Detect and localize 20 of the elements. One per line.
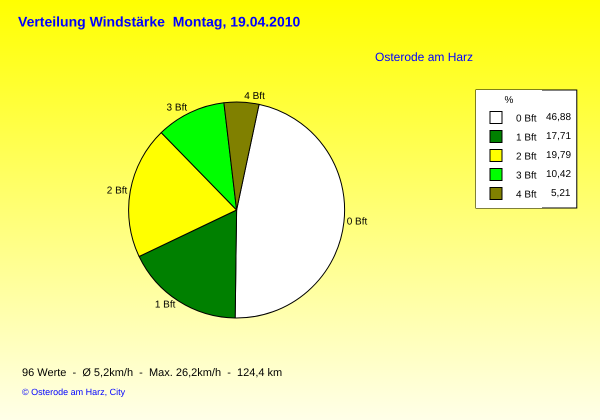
chart-subtitle: Osterode am Harz bbox=[375, 50, 474, 64]
data-label: 5,21 bbox=[551, 188, 571, 199]
slice-label: 2 Bft bbox=[106, 185, 128, 196]
slice-label: 3 Bft bbox=[166, 102, 188, 114]
legend-label: 1 Bft bbox=[516, 132, 537, 144]
data-label: 19,79 bbox=[546, 150, 572, 161]
legend-label: 4 Bft bbox=[516, 189, 537, 200]
legend-label: 3 Bft bbox=[516, 170, 537, 182]
text: © Osterode am Harz, City bbox=[22, 387, 126, 397]
slice-label: 4 Bft bbox=[244, 91, 266, 102]
data-label: 10,42 bbox=[546, 169, 572, 180]
chart-title: Verteilung Windstärke Montag, 19.04.2010 bbox=[18, 14, 301, 30]
slice-label: 1 Bft bbox=[154, 299, 176, 310]
data-label: 46,88 bbox=[546, 112, 572, 123]
legend-label: 2 Bft bbox=[516, 151, 537, 162]
legend-label: 0 Bft bbox=[516, 113, 537, 124]
slice-label: 0 Bft bbox=[346, 216, 368, 228]
text: 96 Werte - Ø 5,2km/h - Max. 26,2km/h - 124,4 km bbox=[22, 367, 282, 379]
data-label: 17,71 bbox=[546, 131, 572, 142]
legend-title: % bbox=[504, 95, 514, 106]
